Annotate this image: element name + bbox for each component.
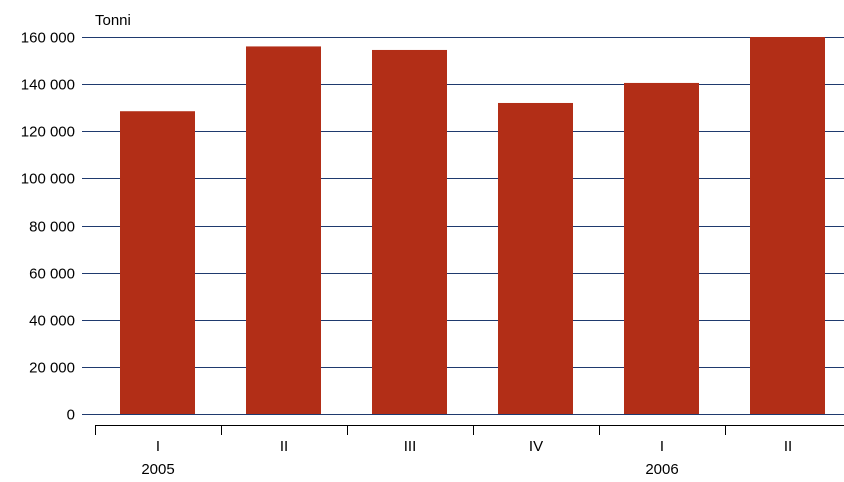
gridlines [82, 37, 844, 415]
x-group-label: 2005 [141, 461, 174, 477]
bar [498, 102, 573, 414]
x-group-label: 2006 [645, 461, 678, 477]
bar [246, 46, 321, 415]
bar [624, 82, 699, 415]
y-tick-label: 80 000 [29, 219, 75, 236]
bar [750, 37, 825, 414]
x-tick-label: I [660, 438, 664, 455]
x-tick-label: III [404, 438, 417, 455]
x-axis [95, 425, 844, 435]
x-group-labels: 2005 2006 [141, 461, 678, 478]
y-tick-label: 0 [67, 407, 75, 424]
x-tick-label: IV [529, 438, 543, 455]
x-tick-label: II [280, 438, 288, 455]
y-tick-labels: 0 20 000 40 000 60 000 80 000 100 000 120 000 1… [21, 30, 75, 424]
y-tick-label: 120 000 [21, 124, 75, 141]
y-tick-label: 20 000 [29, 360, 75, 377]
y-tick-label: 100 000 [21, 171, 75, 188]
x-tick-label: I [156, 438, 160, 455]
y-axis-label: Tonni [95, 12, 131, 29]
bars [120, 37, 825, 415]
y-tick-label: 60 000 [29, 266, 75, 283]
x-tick-labels: I II III IV I II [156, 438, 792, 455]
bar [120, 111, 195, 415]
y-tick-label: 40 000 [29, 313, 75, 330]
x-tick-label: II [784, 438, 792, 455]
y-tick-label: 160 000 [21, 30, 75, 47]
y-tick-label: 140 000 [21, 77, 75, 94]
bar [372, 49, 447, 414]
